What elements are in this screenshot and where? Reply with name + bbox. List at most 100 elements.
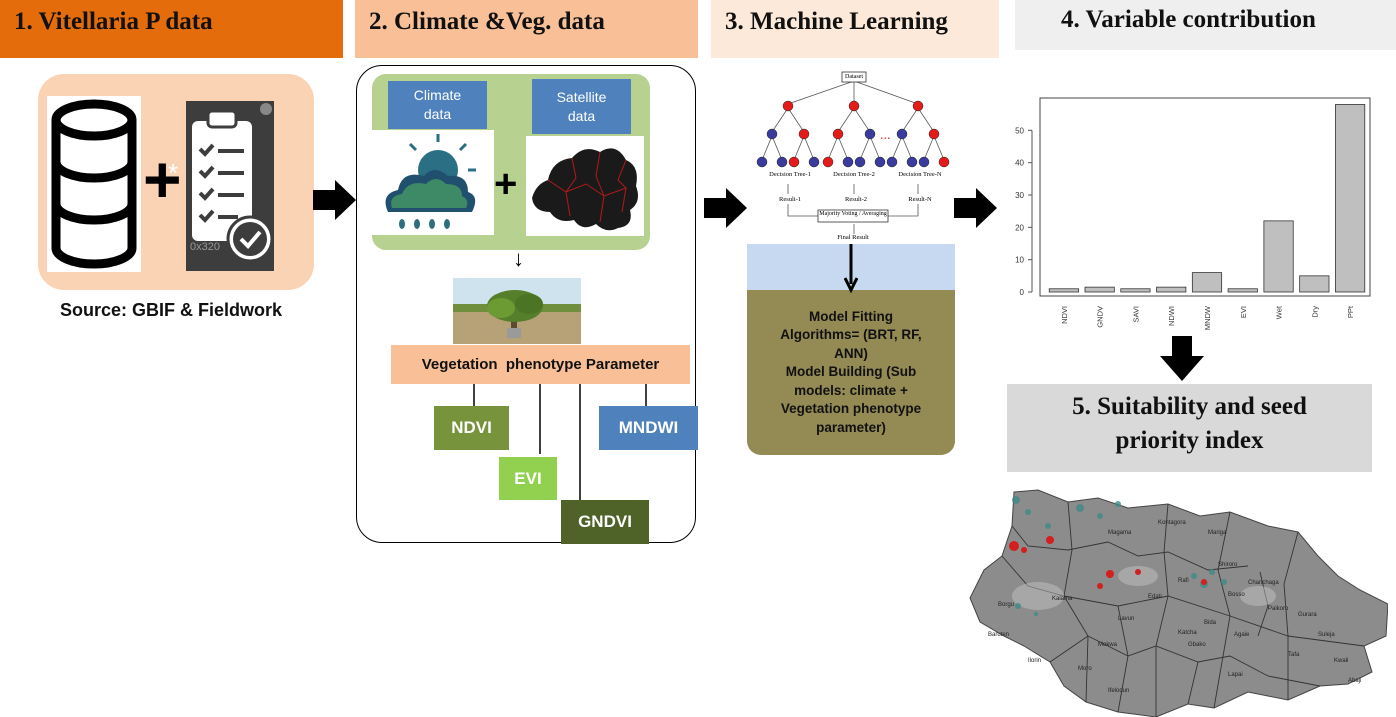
map-label: Moro <box>1078 666 1092 672</box>
database-icon <box>47 96 141 272</box>
rf-tree1-label: Decision Tree-1 <box>769 171 811 178</box>
down-arrow-small: ↓ <box>513 246 524 271</box>
bar-ndvi <box>1048 288 1079 293</box>
x-tick-label: NDVI <box>1060 306 1069 324</box>
step5-title-line1: 5. Suitability and seed <box>1072 393 1307 420</box>
suitability-map: Magama Kontagora Mariga Shiroro Rafi Borgu Bos… <box>969 489 1388 717</box>
y-tick-label: 10 <box>1015 256 1024 265</box>
map-label: Ifelodun <box>1108 688 1129 694</box>
map-label: Chanchaga <box>1248 580 1279 586</box>
bar-mndw <box>1191 272 1223 293</box>
rf-result1-label: Result-1 <box>778 196 802 203</box>
bar-wet <box>1263 220 1294 293</box>
down-arrow-model <box>844 244 858 294</box>
map-label: Bida <box>1204 620 1217 626</box>
bar-ndwi <box>1156 286 1187 293</box>
y-tick-label: 50 <box>1015 126 1024 135</box>
bar-savi <box>1120 288 1151 293</box>
x-tick-label: NDWI <box>1167 306 1176 326</box>
arrow-down-step5 <box>1160 336 1204 381</box>
rf-treeN-label: Decision Tree-N <box>898 171 942 178</box>
map-label: Lavun <box>1118 616 1134 622</box>
x-tick-label: Dry <box>1310 306 1319 318</box>
map-label: Kaiama <box>1052 596 1073 602</box>
map-label: Mokwa <box>1098 642 1118 648</box>
x-tick-label: Wet <box>1275 305 1284 319</box>
climate-veg-panel <box>356 65 696 543</box>
vegetation-parameter-label: Vegetation phenotype Parameter <box>421 356 660 373</box>
variable-contribution-chart: 0 10 20 30 40 50 NDVI GNDV SAVI NDWI MNDW EVI Wet Dry… <box>1015 97 1371 330</box>
evi-label: EVI <box>514 468 542 488</box>
map-label: Abaji <box>1348 678 1361 684</box>
weather-icon <box>372 130 494 235</box>
star-mark: * <box>168 158 179 188</box>
model-description-text: Model Fitting Algorithms= (BRT, RF, ANN)… <box>780 308 922 435</box>
rf-voting-label: Majority Voting / Averaging <box>819 211 887 217</box>
map-label: Tafa <box>1288 652 1300 658</box>
x-tick-label: SAVI <box>1131 306 1140 323</box>
bar-ppt <box>1335 104 1366 293</box>
plus-sign: + <box>143 142 182 216</box>
map-label: Gbako <box>1188 642 1206 648</box>
x-tick-label: PPt <box>1346 305 1355 318</box>
ndvi-box: NDVI <box>434 406 509 450</box>
step3-header: 3. Machine Learning <box>711 0 999 58</box>
map-label: Borgu <box>998 602 1014 608</box>
arrow-right-2 <box>704 188 747 228</box>
y-tick-label: 20 <box>1015 223 1024 232</box>
satellite-map-image <box>526 136 644 236</box>
x-tick-label: EVI <box>1239 306 1248 318</box>
gndvi-label: GNDVI <box>578 512 632 531</box>
step3-title: 3. Machine Learning <box>725 8 948 35</box>
y-tick-label: 30 <box>1015 191 1024 200</box>
map-label: Agaie <box>1234 632 1250 638</box>
map-label: Gurara <box>1298 612 1317 618</box>
y-tick-label: 0 <box>1020 288 1025 297</box>
vegetation-parameter-box: Vegetation phenotype Parameter <box>391 345 690 384</box>
step5-title-line2: priority index <box>1115 427 1264 454</box>
x-tick-label: GNDV <box>1096 306 1105 328</box>
rf-dataset-label: Dataset <box>845 74 863 80</box>
map-label: Shiroro <box>1218 562 1238 568</box>
map-label: Magama <box>1108 530 1132 536</box>
bar-evi <box>1227 288 1258 293</box>
clipboard-checklist-icon: 0x320 <box>186 101 274 271</box>
rf-ellipsis: ... <box>880 128 891 143</box>
y-tick-label: 40 <box>1015 159 1024 168</box>
rf-result2-label: Result-2 <box>844 196 868 203</box>
step4-title: 4. Variable contribution <box>1061 6 1316 33</box>
ndvi-label: NDVI <box>451 418 492 437</box>
source-caption: Source: GBIF & Fieldwork <box>59 300 283 320</box>
arrow-right-3 <box>954 188 997 228</box>
rf-resultN-label: Result-N <box>908 196 932 203</box>
map-label: Bosso <box>1228 592 1245 598</box>
image-watermark: 0x320 <box>190 241 220 253</box>
satellite-data-box: Satellite data <box>532 79 631 134</box>
step1-header: 1. Vitellaria P data <box>0 0 343 58</box>
evi-box: EVI <box>499 457 557 500</box>
shea-tree-photo <box>453 278 581 344</box>
step1-title: 1. Vitellaria P data <box>14 8 213 35</box>
map-label: Paikoro <box>1268 606 1289 612</box>
bar-gndv <box>1084 286 1115 293</box>
step2-header: 2. Climate &Veg. data <box>355 0 698 58</box>
map-label: Kontagora <box>1158 520 1186 526</box>
map-label: Edati <box>1148 594 1162 600</box>
map-label: Baruten <box>988 632 1009 638</box>
step4-header: 4. Variable contribution <box>1015 0 1396 50</box>
plus-sign-2: + <box>494 162 518 206</box>
gndvi-box: GNDVI <box>561 500 649 544</box>
bar-dry <box>1299 275 1330 293</box>
veg-connector-lines <box>473 384 647 500</box>
rf-final-label: Final Result <box>837 234 869 241</box>
x-tick-label: MNDW <box>1203 305 1212 330</box>
map-label: Rafi <box>1178 578 1189 584</box>
step2-title: 2. Climate &Veg. data <box>369 8 605 35</box>
step5-header: 5. Suitability and seed priority index <box>1007 384 1372 472</box>
mndwi-box: MNDWI <box>599 406 698 450</box>
plot-frame <box>1039 97 1371 297</box>
map-label: Suleja <box>1318 632 1335 638</box>
random-forest-diagram <box>756 71 950 234</box>
map-label: Katcha <box>1178 630 1197 636</box>
arrow-right-1 <box>313 180 356 220</box>
